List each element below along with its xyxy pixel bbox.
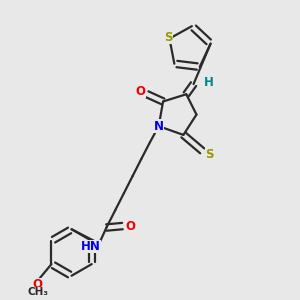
Text: H: H: [204, 76, 214, 89]
Text: N: N: [154, 120, 164, 133]
Text: O: O: [32, 278, 43, 291]
Text: S: S: [164, 31, 172, 44]
Text: O: O: [125, 220, 136, 232]
Text: CH₃: CH₃: [27, 287, 48, 297]
Text: S: S: [205, 148, 214, 161]
Text: HN: HN: [80, 240, 100, 253]
Text: O: O: [136, 85, 146, 98]
